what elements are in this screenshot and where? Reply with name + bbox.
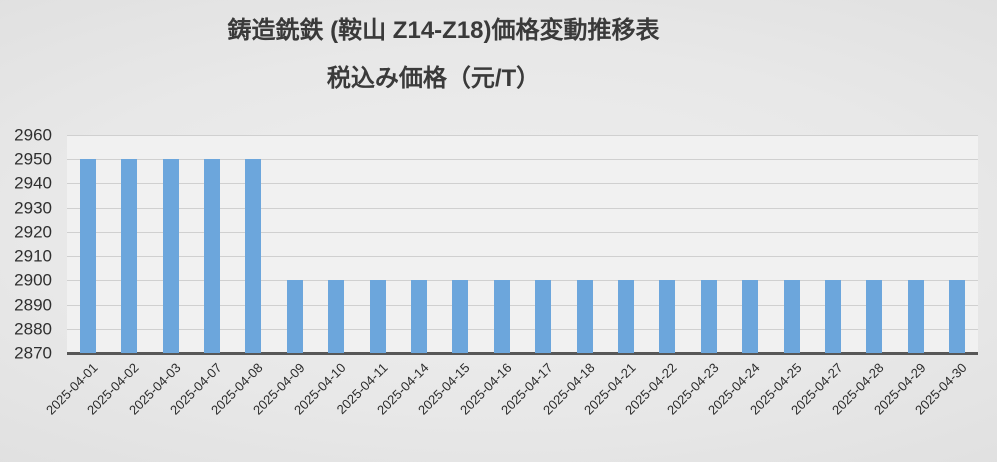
gridline [67, 256, 978, 258]
y-tick-label: 2870 [14, 343, 52, 363]
y-tick-label: 2950 [14, 149, 52, 169]
chart-subtitle: 税込み価格（元/T） [326, 65, 541, 92]
bar-series [67, 135, 978, 353]
bar[interactable] [286, 280, 303, 353]
gridline [67, 231, 978, 233]
gridline [67, 328, 978, 330]
gridline [67, 135, 978, 136]
y-tick-label: 2960 [14, 125, 52, 145]
bar[interactable] [245, 159, 262, 353]
chart-title: 鋳造銑鉄 (鞍山 Z14-Z18)価格変動推移表 [227, 17, 660, 44]
y-tick-label: 2930 [14, 198, 52, 218]
bar[interactable] [162, 159, 179, 353]
gridline [67, 280, 978, 282]
gridline [67, 207, 978, 209]
bar[interactable] [949, 280, 966, 353]
y-tick-label: 2920 [14, 222, 52, 242]
y-tick-label: 2880 [14, 319, 52, 339]
bar[interactable] [410, 280, 427, 353]
bar[interactable] [700, 280, 717, 353]
bar[interactable] [907, 280, 924, 353]
bar[interactable] [79, 159, 96, 353]
gridline [67, 159, 978, 161]
bar[interactable] [576, 280, 593, 353]
bar[interactable] [369, 280, 386, 353]
x-axis-line [67, 352, 978, 355]
bar[interactable] [452, 280, 469, 353]
bar[interactable] [866, 280, 883, 353]
y-tick-label: 2890 [14, 295, 52, 315]
gridline [67, 183, 978, 185]
bar[interactable] [328, 280, 345, 353]
y-tick-label: 2910 [14, 246, 52, 266]
bar[interactable] [203, 159, 220, 353]
bar[interactable] [783, 280, 800, 353]
bar[interactable] [493, 280, 510, 353]
x-axis: 2025-04-01 2025-04-02 2025-04-03 2025-04-07… [43, 356, 978, 462]
y-axis: 2960 2950 2940 2930 2920 2910 2900 2890 2880 2870 [0, 127, 60, 362]
y-tick-label: 2900 [14, 270, 52, 290]
gridline [67, 304, 978, 306]
bar[interactable] [535, 280, 552, 353]
title-block: 鋳造銑鉄 (鞍山 Z14-Z18)価格変動推移表 税込み価格（元/T） [0, 14, 997, 96]
bar[interactable] [121, 159, 138, 353]
bar[interactable] [659, 280, 676, 353]
bar[interactable] [618, 280, 635, 353]
y-tick-label: 2940 [14, 173, 52, 193]
bar[interactable] [825, 280, 842, 353]
bar[interactable] [742, 280, 759, 353]
